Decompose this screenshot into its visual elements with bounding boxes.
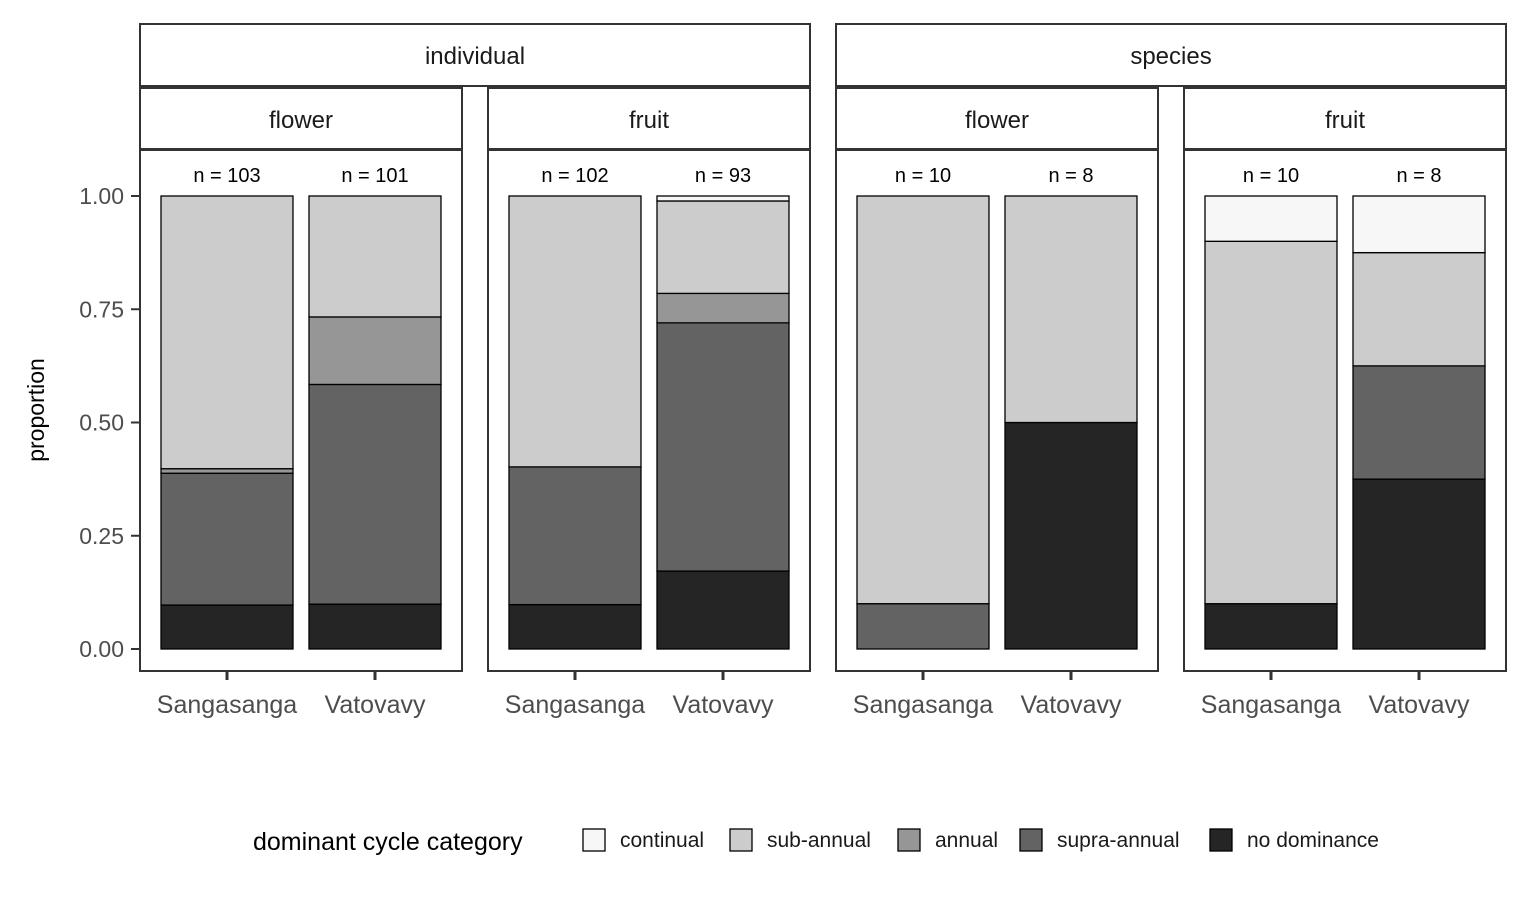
bar-segment-sub-annual (656, 200, 790, 295)
bar-segment-no-dominance (508, 603, 642, 650)
bar-segment-sub-annual (508, 195, 642, 468)
x-tick-label: Sangasanga (853, 691, 994, 719)
x-tick-label: Sangasanga (157, 691, 298, 719)
facet-strip-outer-label: species (1130, 43, 1211, 70)
bar-segment-no-dominance (656, 570, 790, 650)
y-tick-label: 0.75 (79, 296, 124, 322)
bar-n-label: n = 8 (1396, 165, 1441, 187)
legend-key (1209, 828, 1233, 852)
bar-segment-no-dominance (1204, 603, 1338, 650)
bar-n-label: n = 93 (695, 165, 751, 187)
bar-segment-annual (160, 468, 294, 474)
bar-segment-annual (656, 292, 790, 324)
bar-n-label: n = 103 (193, 165, 260, 187)
y-tick-label: 0.00 (79, 636, 124, 662)
bar-segment-continual (1204, 195, 1338, 242)
y-tick-label: 1.00 (79, 183, 124, 209)
facet-strip-inner (1183, 87, 1507, 150)
facet-strip-outer (139, 23, 811, 87)
x-tick-label: Sangasanga (1201, 691, 1342, 719)
bar-segment-supra-annual (160, 472, 294, 606)
facet-strip-inner (487, 87, 811, 150)
bar-n-label: n = 101 (341, 165, 408, 187)
facet-strip-inner-label: flower (965, 107, 1029, 134)
bar-segment-no-dominance (1352, 478, 1486, 650)
legend-label: supra-annual (1057, 829, 1180, 852)
legend-key (582, 828, 606, 852)
bar-segment-continual (656, 195, 790, 202)
bar-segment-sub-annual (1004, 195, 1138, 424)
y-tick-label: 0.25 (79, 523, 124, 549)
bar-segment-supra-annual (508, 466, 642, 606)
x-tick-label: Sangasanga (505, 691, 646, 719)
legend-label: annual (935, 829, 998, 852)
legend-label: continual (620, 829, 704, 852)
legend-title: dominant cycle category (253, 828, 523, 856)
bar-segment-sub-annual (856, 195, 990, 605)
bar-segment-no-dominance (160, 604, 294, 650)
facet-strip-inner-label: flower (269, 107, 333, 134)
bar-n-label: n = 8 (1048, 165, 1093, 187)
legend-key (1019, 828, 1043, 852)
bar-segment-supra-annual (656, 322, 790, 572)
facet-strip-outer (835, 23, 1507, 87)
bar-segment-supra-annual (856, 603, 990, 650)
legend-key (897, 828, 921, 852)
bar-segment-sub-annual (1352, 251, 1486, 367)
x-tick-label: Vatovavy (673, 691, 774, 719)
bar-segment-continual (1352, 195, 1486, 254)
x-tick-label: Vatovavy (1369, 691, 1470, 719)
facet-strip-inner-label: fruit (1325, 107, 1365, 134)
legend-key (729, 828, 753, 852)
y-tick-label: 0.50 (79, 410, 124, 436)
bar-segment-sub-annual (308, 195, 442, 318)
bar-segment-supra-annual (308, 383, 442, 605)
bar-segment-no-dominance (308, 603, 442, 650)
bar-n-label: n = 10 (895, 165, 951, 187)
bar-n-label: n = 10 (1243, 165, 1299, 187)
legend-label: no dominance (1247, 829, 1379, 852)
x-tick-label: Vatovavy (1021, 691, 1122, 719)
bar-segment-sub-annual (160, 195, 294, 470)
facet-strip-outer-label: individual (425, 43, 525, 70)
facet-strip-inner (835, 87, 1159, 150)
bar-segment-no-dominance (1004, 421, 1138, 650)
bar-segment-sub-annual (1204, 240, 1338, 605)
bar-segment-annual (308, 316, 442, 386)
facet-strip-inner-label: fruit (629, 107, 669, 134)
bar-segment-supra-annual (1352, 365, 1486, 480)
legend-label: sub-annual (767, 829, 871, 852)
x-tick-label: Vatovavy (325, 691, 426, 719)
bar-n-label: n = 102 (541, 165, 608, 187)
y-axis-label: proportion (23, 358, 49, 462)
